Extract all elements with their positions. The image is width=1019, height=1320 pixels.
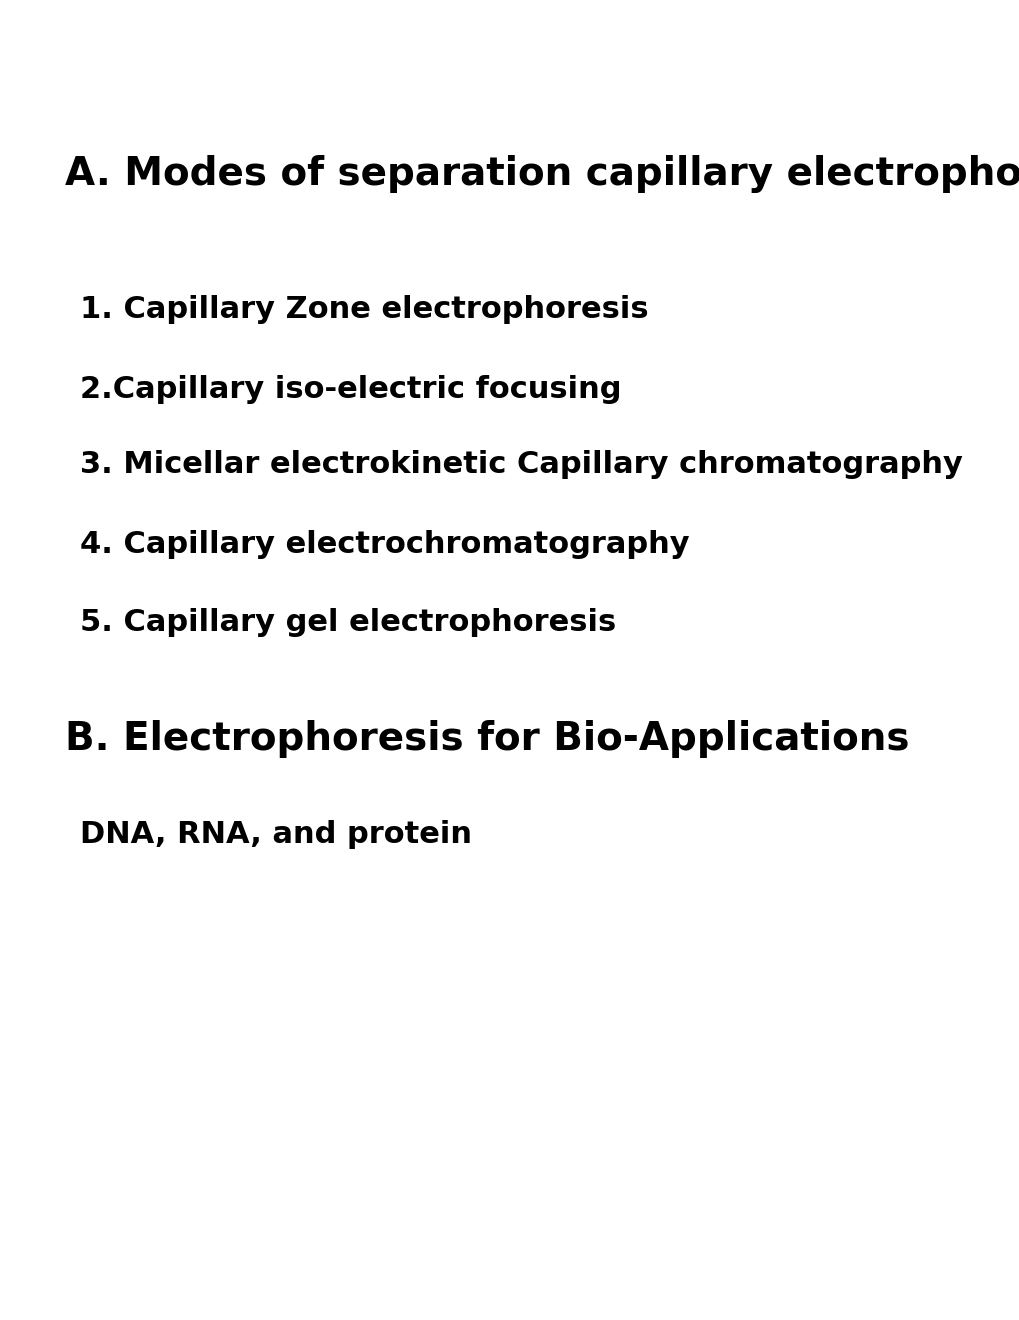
Text: 5. Capillary gel electrophoresis: 5. Capillary gel electrophoresis bbox=[79, 609, 615, 638]
Text: 4. Capillary electrochromatography: 4. Capillary electrochromatography bbox=[79, 531, 689, 558]
Text: 3. Micellar electrokinetic Capillary chromatography: 3. Micellar electrokinetic Capillary chr… bbox=[79, 450, 962, 479]
Text: A. Modes of separation capillary electrophoresis: A. Modes of separation capillary electro… bbox=[65, 154, 1019, 193]
Text: DNA, RNA, and protein: DNA, RNA, and protein bbox=[79, 820, 472, 849]
Text: B. Electrophoresis for Bio-Applications: B. Electrophoresis for Bio-Applications bbox=[65, 719, 909, 758]
Text: 2.Capillary iso-electric focusing: 2.Capillary iso-electric focusing bbox=[79, 375, 621, 404]
Text: 1. Capillary Zone electrophoresis: 1. Capillary Zone electrophoresis bbox=[79, 294, 648, 323]
